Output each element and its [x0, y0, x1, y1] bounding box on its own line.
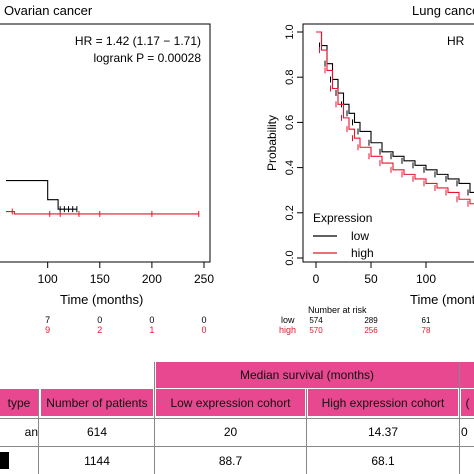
row-divider-mid [0, 446, 474, 447]
y-tick-label: 1.0 [284, 24, 296, 39]
lung-chart: Lung cancer HR 0.0 0.2 0.4 0.6 0.8 1.0 0 50 100… [265, 3, 474, 335]
risk-low-value: 289 [364, 316, 378, 325]
risk-high-label: high [279, 325, 296, 335]
header-cancer-type: type [0, 389, 38, 416]
lung-y-label: Probability [265, 115, 279, 171]
legend-low-label: low [351, 229, 369, 243]
risk-high-value: 9 [45, 325, 50, 335]
col-divider-2 [154, 362, 155, 474]
row1-type: an [24, 425, 38, 439]
row2-type-marker [0, 452, 9, 469]
row-divider-top [0, 418, 474, 419]
row2-patients: 1144 [84, 453, 110, 468]
header-high-cohort: High expression cohort [308, 389, 458, 416]
lung-legend: Expression low high [313, 211, 374, 260]
series-high-line [316, 31, 474, 205]
row1-extra: 0 [461, 425, 468, 439]
lung-title: Lung cancer [412, 3, 474, 18]
ovarian-plot-frame [0, 23, 211, 263]
header-extra: ( [461, 389, 474, 416]
y-tick-label: 0.6 [284, 115, 296, 130]
lung-risk-table: 574 289 61 570 256 78 [309, 316, 431, 335]
risk-high-value: 1 [149, 325, 154, 335]
y-tick-label: 0.8 [284, 70, 296, 85]
col-divider-4 [459, 362, 460, 474]
lung-y-axis: 0.0 0.2 0.4 0.6 0.8 1.0 [284, 24, 303, 266]
header-pink-extension [458, 362, 474, 388]
y-tick-label: 0.4 [284, 160, 296, 175]
risk-high-value: 570 [309, 326, 323, 335]
header-divider [156, 388, 474, 389]
header-number-patients: Number of patients [41, 389, 153, 416]
ovarian-x-label: Time (months) [60, 292, 143, 307]
legend-title: Expression [313, 211, 372, 225]
risk-high-value: 0 [201, 325, 206, 335]
row1-patients: 614 [86, 425, 108, 439]
risk-low-value: 7 [45, 315, 50, 325]
header-low-cohort: Low expression cohort [156, 389, 305, 416]
x-tick-label: 200 [142, 272, 162, 286]
row2-low: 88.7 [218, 453, 243, 468]
ovarian-hr-text: HR = 1.42 (1.17 − 1.71) [75, 34, 201, 48]
x-tick-label: 100 [38, 272, 58, 286]
ovarian-logrank-text: logrank P = 0.00028 [93, 51, 201, 65]
row1-high: 14.37 [367, 425, 399, 439]
risk-low-value: 574 [309, 316, 323, 325]
col-divider-1 [38, 389, 39, 474]
x-tick-label: 50 [364, 272, 378, 286]
row1-low: 20 [223, 425, 238, 439]
ovarian-risk-table: 7 0 0 09 2 1 0 [45, 315, 206, 335]
risk-low-value: 0 [97, 315, 102, 325]
risk-high-value: 78 [422, 326, 431, 335]
series-high-line [6, 210, 199, 215]
risk-low-value: 0 [149, 315, 154, 325]
lung-x-axis: 0 50 100 [313, 262, 436, 286]
col-divider-3 [306, 389, 307, 474]
series-low-line [6, 180, 77, 210]
risk-low-value: 61 [422, 316, 431, 325]
lung-plot-frame [302, 23, 474, 263]
survival-table: Median survival (months) type Number of … [0, 362, 474, 474]
risk-high-value: 2 [97, 325, 102, 335]
y-tick-label: 0.2 [284, 205, 296, 220]
ovarian-chart: Ovarian cancer HR = 1.42 (1.17 − 1.71) l… [0, 3, 214, 335]
risk-header: Number at risk [308, 305, 367, 315]
row2-high: 68.1 [371, 453, 395, 468]
lung-x-label: Time (mont [410, 292, 474, 307]
y-tick-label: 0.0 [284, 250, 296, 265]
ovarian-title: Ovarian cancer [4, 3, 93, 18]
ovarian-x-axis: 100 150 200 250 [38, 262, 214, 286]
risk-low-label: low [281, 315, 295, 325]
series-low-line [316, 31, 474, 194]
x-tick-label: 250 [194, 272, 214, 286]
charts-area: Ovarian cancer HR = 1.42 (1.17 − 1.71) l… [0, 3, 474, 335]
risk-low-value: 0 [201, 315, 206, 325]
legend-high-label: high [351, 246, 374, 260]
median-survival-header: Median survival (months) [156, 362, 458, 388]
ovarian-plot-marks [6, 180, 200, 217]
risk-high-value: 256 [364, 326, 378, 335]
lung-plot-marks [316, 31, 474, 207]
x-tick-label: 100 [416, 272, 436, 286]
x-tick-label: 0 [313, 272, 320, 286]
lung-hr-text: HR [447, 34, 465, 48]
x-tick-label: 150 [90, 272, 110, 286]
